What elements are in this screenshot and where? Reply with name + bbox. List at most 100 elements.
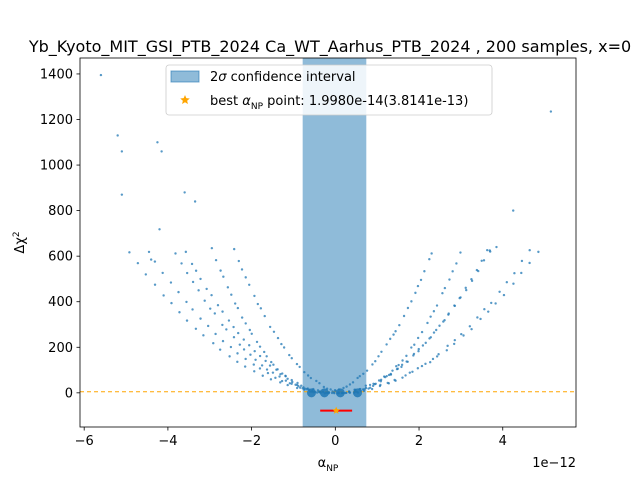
legend-star-marker <box>180 95 190 105</box>
sample-point <box>513 272 516 275</box>
sample-point <box>426 321 429 325</box>
minimum-point <box>306 388 316 398</box>
sample-point <box>512 209 515 212</box>
sample-point <box>488 250 492 253</box>
sample-point <box>250 332 253 335</box>
sample-point <box>243 365 247 368</box>
sample-point <box>205 287 208 291</box>
sample-point <box>431 357 435 361</box>
sample-point <box>286 383 289 387</box>
sample-point <box>428 258 431 261</box>
sample-point <box>209 307 212 310</box>
sample-point <box>261 374 264 377</box>
minimum-point <box>319 388 329 398</box>
sample-point <box>398 323 401 327</box>
axes-frame <box>79 57 577 428</box>
sample-point <box>193 200 197 203</box>
y-tick-label: 0 <box>65 386 73 401</box>
sample-point <box>203 299 206 302</box>
sample-point <box>226 286 230 289</box>
sample-point <box>120 150 124 153</box>
sample-point <box>242 338 245 341</box>
sample-point <box>364 386 368 390</box>
sample-point <box>421 344 425 347</box>
sample-point <box>412 352 416 356</box>
sample-point <box>296 381 299 385</box>
sample-point <box>318 382 321 385</box>
legend-frame <box>165 64 493 116</box>
x-tick-label: −6 <box>75 434 94 449</box>
sample-point <box>435 304 439 307</box>
sample-point <box>315 391 319 394</box>
sample-point <box>153 283 157 286</box>
sample-point <box>260 364 264 367</box>
sample-point <box>221 339 225 343</box>
data-layer <box>80 58 576 427</box>
sample-point <box>394 330 397 333</box>
legend: 2σ confidence interval best αNP point: 1.… <box>165 64 493 116</box>
x-axis-label: αNP <box>318 456 339 474</box>
sample-point <box>356 376 359 380</box>
sample-point <box>258 354 262 358</box>
sample-point <box>482 259 486 262</box>
sample-point <box>365 369 369 372</box>
sample-point <box>401 359 404 362</box>
y-tick-label: 800 <box>48 204 73 219</box>
sample-point <box>432 331 436 334</box>
sample-point <box>435 355 439 358</box>
axes: −6 −4 −2 0 2 4 0 200 400 600 800 1000 1200 1400 1e−12 α… <box>12 57 577 474</box>
legend-label-best: best αNP point: 1.9980e-14(3.8141e-13) <box>210 94 468 112</box>
sample-point <box>424 362 427 366</box>
sample-point <box>279 381 282 384</box>
sample-point <box>236 360 239 364</box>
chart-title: Yb_Kyoto_MIT_GSI_PTB_2024 Ca_WT_Aarhus_P… <box>28 37 631 57</box>
sample-point <box>219 269 222 272</box>
sample-point <box>149 258 153 261</box>
sample-point <box>236 306 240 310</box>
sample-point <box>170 301 173 305</box>
sample-point <box>128 251 131 254</box>
sample-point <box>169 281 173 284</box>
sample-point <box>451 270 454 273</box>
sample-point <box>300 384 303 387</box>
sample-point <box>288 353 291 357</box>
sample-point <box>333 388 337 392</box>
y-tick-label: 200 <box>48 341 73 356</box>
sample-point <box>191 280 195 284</box>
sample-point <box>262 350 266 354</box>
sample-point <box>520 259 524 263</box>
sample-point <box>429 336 433 339</box>
sample-point <box>391 369 394 372</box>
sample-point <box>505 281 509 284</box>
sample-point <box>282 346 286 349</box>
sample-point <box>237 259 241 263</box>
sample-point <box>309 376 313 380</box>
sample-point <box>210 246 214 250</box>
sample-point <box>272 363 275 366</box>
confidence-band <box>302 58 367 427</box>
sample-point <box>221 310 224 313</box>
sample-point <box>358 375 361 378</box>
sample-point <box>270 360 273 364</box>
sample-point <box>258 367 262 370</box>
sample-point <box>411 370 414 374</box>
sample-point <box>232 325 235 329</box>
sample-point <box>178 311 181 314</box>
sample-point <box>429 361 432 364</box>
sample-point <box>194 269 198 272</box>
sample-point <box>259 307 263 310</box>
sample-point <box>361 388 365 391</box>
sample-point <box>290 378 293 382</box>
sample-point <box>459 296 462 299</box>
sample-point <box>279 373 282 376</box>
legend-band-swatch <box>170 70 200 83</box>
sample-point <box>191 308 194 311</box>
sample-point <box>394 379 397 382</box>
sample-point <box>278 375 281 378</box>
sample-point <box>288 382 292 385</box>
sample-point <box>371 384 375 388</box>
sample-point <box>465 288 468 292</box>
sample-point <box>153 260 157 263</box>
sample-point <box>236 352 239 355</box>
